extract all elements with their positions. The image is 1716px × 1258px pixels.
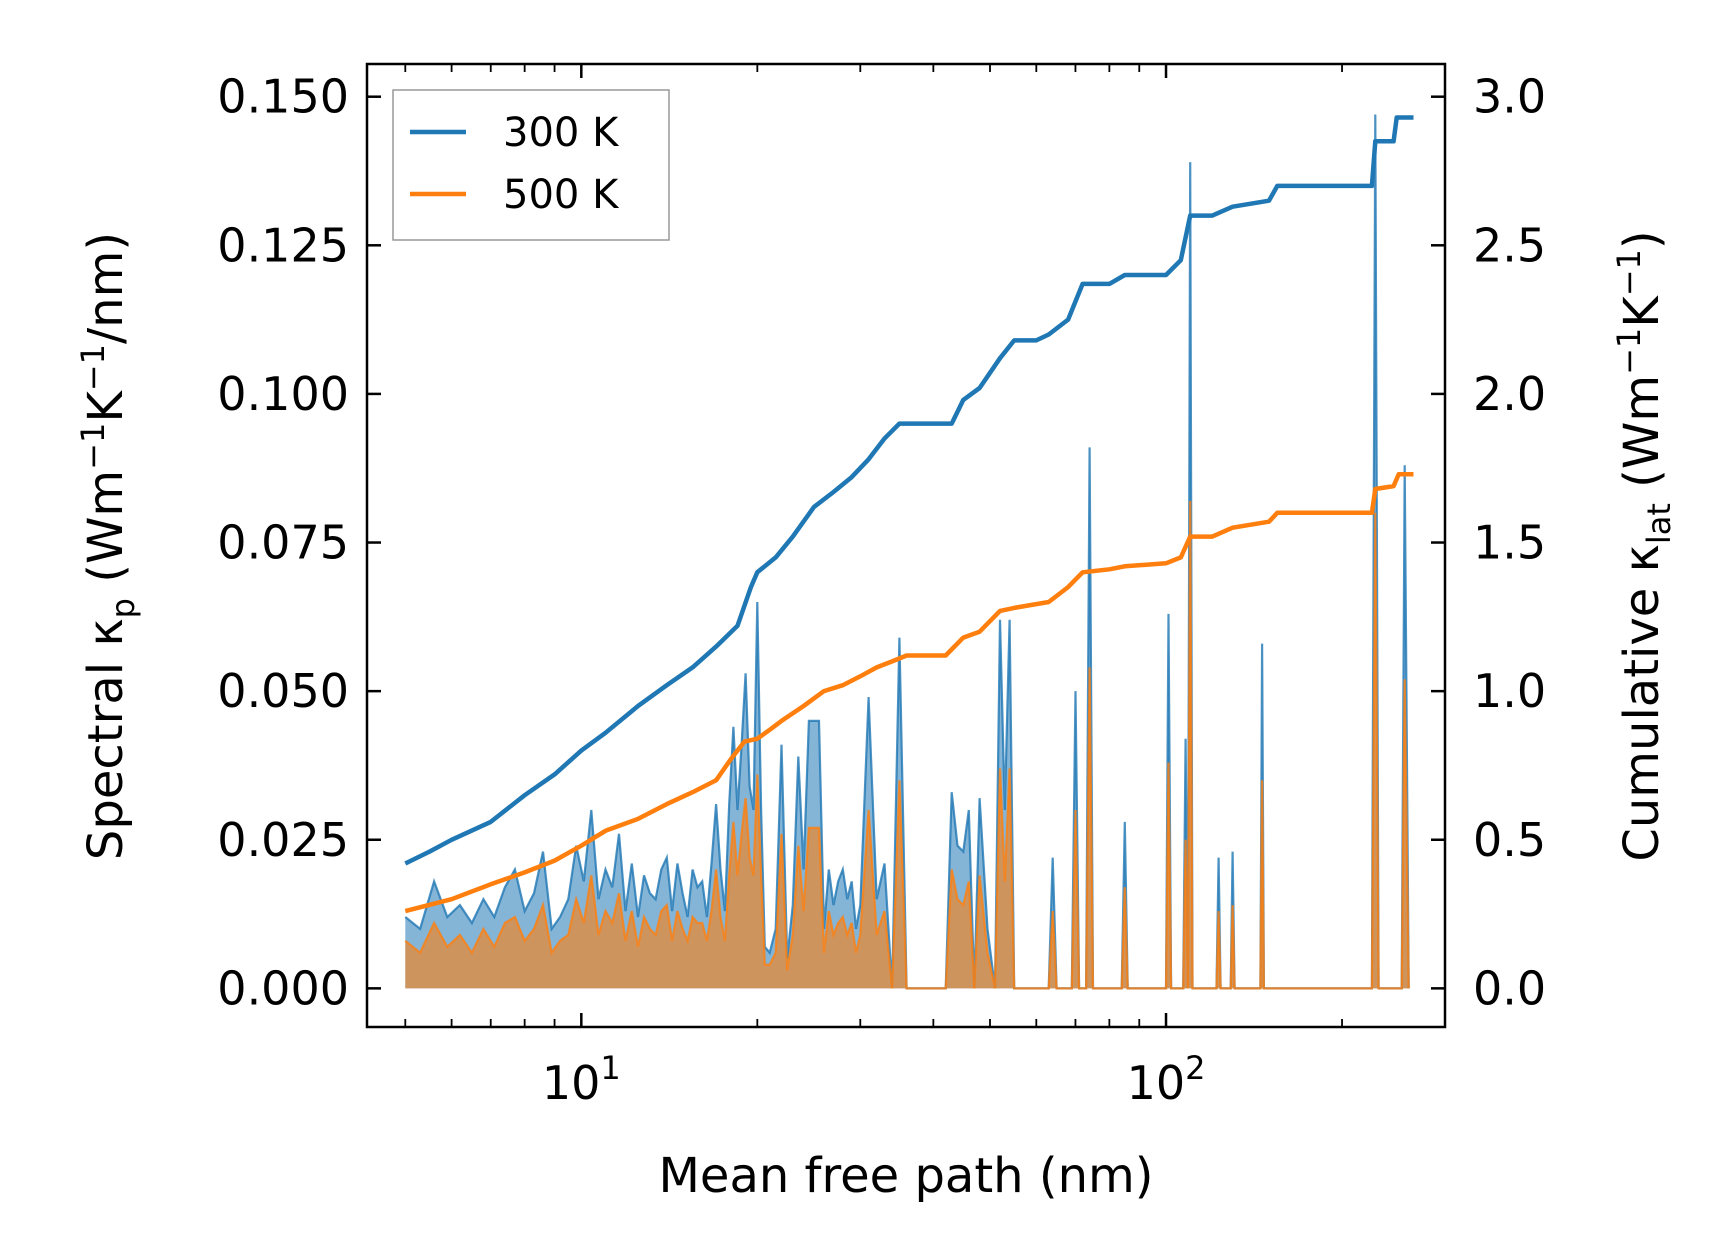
- y-tick-label-right: 0.0: [1473, 961, 1546, 1015]
- y-tick-label-left: 0.050: [217, 664, 349, 718]
- spectral-line-500k: [404, 500, 1410, 990]
- y-axis-label-right: Cumulative κlat (Wm−1K−1): [1610, 230, 1678, 861]
- y-tick-label-left: 0.125: [217, 218, 349, 272]
- x-tick-label-exp: 1: [600, 1049, 620, 1087]
- y-tick-label-left: 0.150: [217, 70, 349, 124]
- x-axis-label: Mean free path (nm): [659, 1148, 1154, 1204]
- y-tick-label-right: 2.5: [1473, 218, 1546, 272]
- y-tick-label-left: 0.025: [217, 813, 349, 867]
- axes-frame: [365, 62, 1447, 1029]
- x-tick-label: 101: [542, 1049, 621, 1110]
- spectral-area-300k: [405, 114, 1409, 989]
- y-tick-label-left: 0.100: [217, 367, 349, 421]
- x-tick-label-base: 10: [1127, 1056, 1186, 1110]
- x-tick-label-base: 10: [542, 1056, 601, 1110]
- tick-labels: 0.000 0.025 0.050 0.075 0.100 0.125 0.150 0.0 0.…: [217, 70, 1546, 1110]
- y-tick-label-right: 0.5: [1473, 813, 1546, 867]
- cumulative-line-500k: [404, 471, 1414, 914]
- y-tick-label-right: 1.5: [1473, 516, 1546, 570]
- x-tick-label: 102: [1127, 1049, 1206, 1110]
- y-tick-label-right: 2.0: [1473, 367, 1546, 421]
- y-tick-label-left: 0.075: [217, 516, 349, 570]
- legend: 300 K 500 K: [392, 89, 670, 241]
- legend-label-500k: 500 K: [503, 172, 620, 218]
- y-tick-label-right: 3.0: [1473, 70, 1546, 124]
- ticks: [367, 64, 1446, 1027]
- y-axis-label-left: Spectral κp (Wm−1K−1/nm): [74, 232, 142, 860]
- plot-area: [404, 114, 1414, 990]
- legend-box: [392, 89, 670, 241]
- y-tick-label-right: 1.0: [1473, 664, 1546, 718]
- y-tick-label-left: 0.000: [217, 961, 349, 1015]
- legend-label-300k: 300 K: [503, 110, 620, 156]
- spectral-area-500k: [405, 500, 1409, 989]
- cumulative-line-300k: [404, 115, 1414, 866]
- x-tick-label-exp: 2: [1185, 1049, 1205, 1087]
